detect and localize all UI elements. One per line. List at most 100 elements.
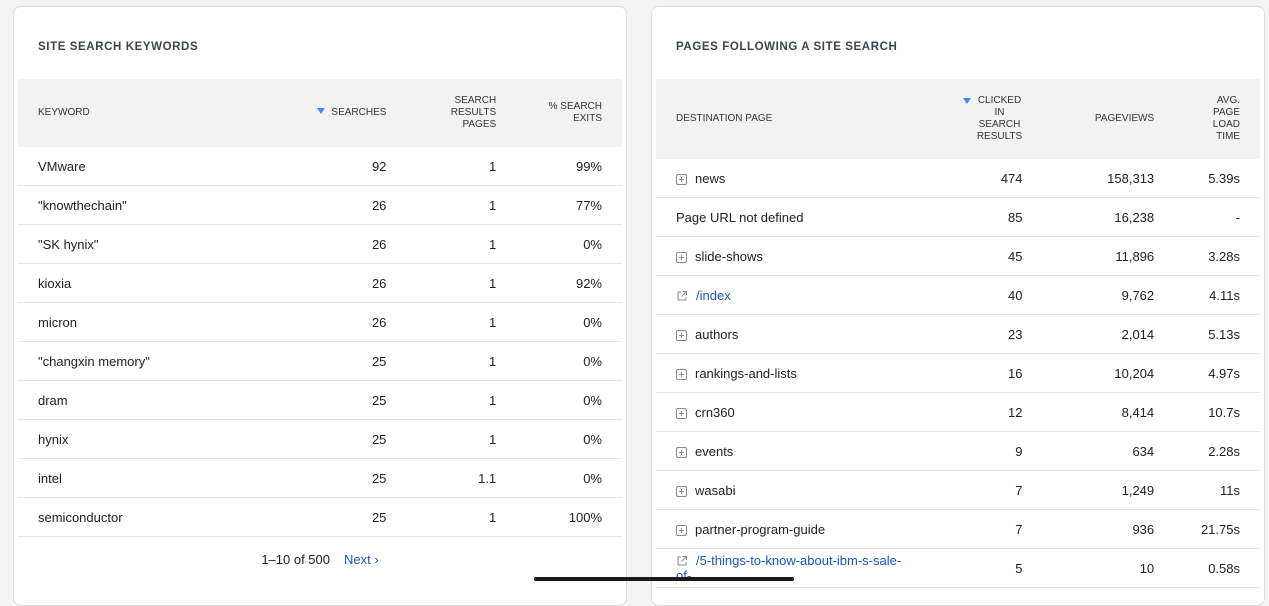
load-time-cell: 3.28s xyxy=(1174,236,1260,276)
table-row[interactable]: hynix 25 1 0% xyxy=(18,419,622,459)
column-header-keyword[interactable]: KEYWORD xyxy=(18,79,277,147)
table-row[interactable]: micron 26 1 0% xyxy=(18,302,622,342)
column-header-exits[interactable]: % SEARCH EXITS xyxy=(516,79,622,147)
results-pages-cell: 1 xyxy=(406,224,517,264)
table-row[interactable]: dram 25 1 0% xyxy=(18,380,622,420)
table-row[interactable]: authors 23 2,014 5.13s xyxy=(656,314,1260,354)
searches-cell: 25 xyxy=(276,380,407,420)
table-row[interactable]: kioxia 26 1 92% xyxy=(18,263,622,303)
destination-cell: /5-things-to-know-about-ibm-s-sale-of-..… xyxy=(656,548,923,588)
table-row[interactable]: /index 40 9,762 4.11s xyxy=(656,275,1260,315)
column-header-searches[interactable]: SEARCHES xyxy=(276,79,407,147)
load-time-cell: 0.58s xyxy=(1174,548,1260,588)
searches-cell: 25 xyxy=(276,341,407,381)
table-header-row: DESTINATION PAGE CLICKED IN SEARCH RESUL… xyxy=(656,79,1260,159)
destination-cell: rankings-and-lists xyxy=(656,353,923,393)
searches-cell: 92 xyxy=(276,147,407,186)
column-header-searches-label: SEARCHES xyxy=(331,107,387,118)
searches-cell: 26 xyxy=(276,185,407,225)
clicked-cell: 5 xyxy=(922,548,1043,588)
table-row[interactable]: partner-program-guide 7 936 21.75s xyxy=(656,509,1260,549)
table-row[interactable]: "changxin memory" 25 1 0% xyxy=(18,341,622,381)
expand-row-icon[interactable] xyxy=(676,329,687,341)
expand-row-icon[interactable] xyxy=(676,173,687,185)
column-header-pageviews[interactable]: PAGEVIEWS xyxy=(1042,79,1175,159)
expand-row-icon[interactable] xyxy=(676,368,687,380)
column-header-clicked[interactable]: CLICKED IN SEARCH RESULTS xyxy=(922,79,1043,159)
exits-cell: 0% xyxy=(516,341,622,381)
column-header-clicked-label: CLICKED IN SEARCH RESULTS xyxy=(976,95,1023,142)
pages-following-search-card: PAGES FOLLOWING A SITE SEARCH DESTINATIO… xyxy=(651,6,1265,606)
column-header-results-pages[interactable]: SEARCH RESULTS PAGES xyxy=(406,79,517,147)
searches-cell: 25 xyxy=(276,419,407,459)
searches-cell: 25 xyxy=(276,458,407,498)
table-row[interactable]: "knowthechain" 26 1 77% xyxy=(18,185,622,225)
column-header-load-time[interactable]: AVG. PAGE LOAD TIME xyxy=(1174,79,1260,159)
load-time-cell: 2.28s xyxy=(1174,431,1260,471)
destination-label[interactable]: /index xyxy=(696,287,731,303)
destination-label: news xyxy=(695,170,726,186)
exits-cell: 99% xyxy=(516,147,622,186)
searches-cell: 26 xyxy=(276,263,407,303)
table-row[interactable]: rankings-and-lists 16 10,204 4.97s xyxy=(656,353,1260,393)
table-row[interactable]: Page URL not defined 85 16,238- xyxy=(656,197,1260,237)
keyword-cell: "SK hynix" xyxy=(18,224,277,264)
keywords-table: KEYWORD SEARCHES SEARCH RESULTS PAGES % … xyxy=(18,79,622,537)
clicked-cell: 12 xyxy=(922,392,1043,432)
searches-cell: 26 xyxy=(276,224,407,264)
table-row[interactable]: crn360 12 8,414 10.7s xyxy=(656,392,1260,432)
expand-row-icon[interactable] xyxy=(676,485,687,497)
destination-cell: slide-shows xyxy=(656,236,923,276)
load-time-cell: 4.97s xyxy=(1174,353,1260,393)
results-pages-cell: 1 xyxy=(406,497,517,537)
load-time-cell: 11s xyxy=(1174,470,1260,510)
table-row[interactable]: /5-things-to-know-about-ibm-s-sale-of-..… xyxy=(656,548,1260,588)
table-row[interactable]: "SK hynix" 26 1 0% xyxy=(18,224,622,264)
column-header-destination[interactable]: DESTINATION PAGE xyxy=(656,79,923,159)
expand-row-icon[interactable] xyxy=(676,251,687,263)
table-row[interactable]: VMware 92 1 99% xyxy=(18,147,622,186)
destination-label: rankings-and-lists xyxy=(695,365,797,381)
destination-cell: authors xyxy=(656,314,923,354)
pageviews-cell: 2,014 xyxy=(1042,314,1175,354)
keyword-cell: kioxia xyxy=(18,263,277,303)
expand-row-icon[interactable] xyxy=(676,524,687,536)
expand-row-icon[interactable] xyxy=(676,407,687,419)
pageviews-cell: 8,414 xyxy=(1042,392,1175,432)
pageviews-cell: 9,762 xyxy=(1042,275,1175,315)
sort-desc-icon xyxy=(317,108,326,114)
destination-cell: /index xyxy=(656,275,923,315)
keyword-cell: intel xyxy=(18,458,277,498)
horizontal-scrollbar[interactable] xyxy=(534,577,794,581)
keyword-cell: micron xyxy=(18,302,277,342)
table-row[interactable]: news 474 158,313 5.39s xyxy=(656,159,1260,198)
load-time-cell: 5.39s xyxy=(1174,159,1260,198)
results-pages-cell: 1 xyxy=(406,185,517,225)
table-row[interactable]: slide-shows 45 11,896 3.28s xyxy=(656,236,1260,276)
pageviews-cell: 1,249 xyxy=(1042,470,1175,510)
clicked-cell: 45 xyxy=(922,236,1043,276)
load-time-cell: - xyxy=(1174,197,1260,237)
card-title: SITE SEARCH KEYWORDS xyxy=(38,41,199,53)
exits-cell: 92% xyxy=(516,263,622,303)
table-row[interactable]: semiconductor 25 1 100% xyxy=(18,497,622,537)
searches-cell: 25 xyxy=(276,497,407,537)
external-link-icon[interactable] xyxy=(676,290,688,302)
pageviews-cell: 158,313 xyxy=(1042,159,1175,198)
expand-row-icon[interactable] xyxy=(676,446,687,458)
clicked-cell: 23 xyxy=(922,314,1043,354)
table-row[interactable]: wasabi 7 1,249 11s xyxy=(656,470,1260,510)
destination-cell: Page URL not defined xyxy=(656,197,923,237)
next-page-link[interactable]: Next › xyxy=(344,552,379,567)
external-link-icon[interactable] xyxy=(676,555,688,567)
destination-cell: partner-program-guide xyxy=(656,509,923,549)
clicked-cell: 7 xyxy=(922,509,1043,549)
destination-cell: wasabi xyxy=(656,470,923,510)
table-row[interactable]: events 9 634 2.28s xyxy=(656,431,1260,471)
table-row[interactable]: intel 25 1.1 0% xyxy=(18,458,622,498)
results-pages-cell: 1 xyxy=(406,380,517,420)
results-pages-cell: 1 xyxy=(406,302,517,342)
column-header-exits-label: % SEARCH EXITS xyxy=(548,101,602,124)
keyword-cell: dram xyxy=(18,380,277,420)
pageviews-cell: 634 xyxy=(1042,431,1175,471)
